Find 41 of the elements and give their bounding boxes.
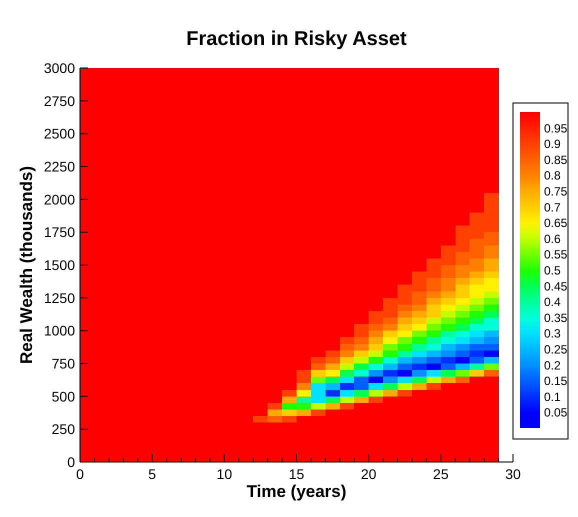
color-bar-label: 0.3	[544, 326, 562, 341]
y-tick-label: 500	[52, 388, 76, 404]
y-tick-label: 1750	[44, 224, 76, 240]
color-bar-label: 0.45	[544, 279, 568, 294]
color-bar-label: 0.15	[544, 374, 568, 388]
color-bar-label: 0.8	[544, 168, 562, 183]
color-bar-label: 0.5	[544, 264, 562, 278]
y-tick-label: 1000	[44, 322, 76, 339]
x-tick-label: 25	[433, 466, 449, 482]
color-bar-label: 0.7	[544, 200, 562, 214]
y-tick-label: 1500	[44, 257, 76, 273]
x-tick-label: 20	[360, 466, 377, 482]
x-tick-label: 5	[148, 466, 156, 482]
color-bar-label: 0.95	[544, 121, 568, 136]
color-bar-label: 0.05	[544, 406, 568, 420]
color-bar-label: 0.4	[544, 295, 562, 310]
color-bar-label: 0.2	[544, 358, 562, 372]
y-tick-label: 750	[52, 356, 76, 372]
color-bar-label: 0.1	[544, 390, 562, 404]
y-tick-label: 250	[52, 421, 76, 438]
x-tick-label: 15	[288, 466, 304, 482]
y-tick-label: 3000	[44, 60, 76, 76]
x-tick-label: 10	[216, 466, 232, 482]
color-bar-label: 0.6	[544, 232, 562, 246]
color-bar-label: 0.75	[544, 184, 568, 198]
color-bar-label: 0.9	[544, 137, 562, 152]
x-tick-label: 30	[505, 466, 521, 482]
y-tick-label: 2000	[44, 191, 76, 208]
color-bar-label: 0.35	[544, 310, 568, 325]
color-bar-label: 0.55	[544, 248, 568, 262]
x-axis-title: Time (years)	[246, 482, 346, 501]
y-tick-label: 2500	[44, 126, 76, 142]
y-tick-label: 2750	[44, 92, 76, 109]
y-tick-label: 0	[67, 454, 76, 470]
color-bar-label: 0.65	[544, 216, 568, 230]
chart-title: Fraction in Risky Asset	[186, 28, 408, 50]
y-tick-label: 1250	[44, 290, 76, 306]
y-axis-title: Real Wealth (thousands)	[17, 166, 36, 364]
color-bar-label: 0.25	[544, 342, 568, 356]
color-bar-label: 0.85	[544, 152, 568, 167]
y-tick-label: 2250	[44, 158, 76, 174]
